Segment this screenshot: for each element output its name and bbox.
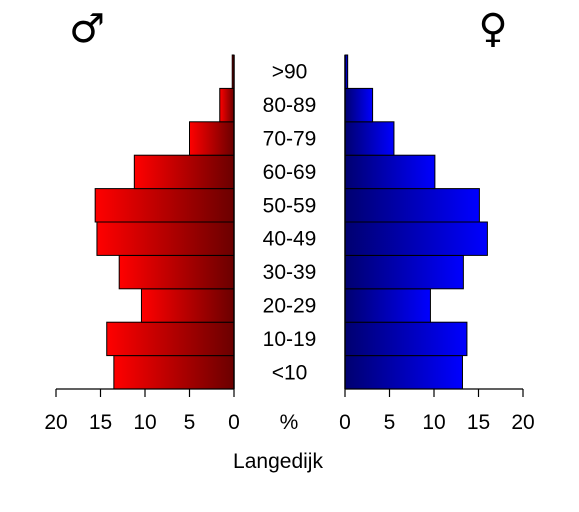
male-bar-40-49 — [96, 221, 235, 256]
male-tick-label-5: 5 — [184, 411, 196, 434]
female-bar-30-39 — [344, 254, 464, 290]
female-tick-label-10: 10 — [422, 411, 445, 434]
female-bar-60-69 — [344, 154, 436, 190]
age-label-lt10: <10 — [272, 361, 308, 384]
male-x-axis: 20 15 10 5 0 — [44, 388, 240, 434]
female-tick-label-20: 20 — [511, 411, 534, 434]
female-bar-70-79 — [344, 121, 395, 156]
male-symbol: ♂ — [69, 6, 105, 52]
male-bar-50-59 — [94, 188, 235, 223]
female-tick-label-15: 15 — [467, 411, 490, 434]
age-label-gt90: >90 — [272, 61, 308, 84]
male-bar-80-89 — [219, 87, 235, 123]
female-bar-50-59 — [344, 188, 480, 223]
male-bar-lt10 — [113, 355, 235, 390]
female-bars — [344, 54, 488, 390]
female-bar-10-19 — [344, 321, 468, 357]
male-tick-label-15: 15 — [89, 411, 112, 434]
male-tick-label-20: 20 — [44, 411, 67, 434]
female-symbol: ♀ — [478, 6, 507, 52]
male-bar-10-19 — [106, 321, 235, 357]
male-bar-20-29 — [140, 288, 235, 323]
male-bars — [94, 54, 235, 390]
female-tick-label-5: 5 — [384, 411, 396, 434]
female-bar-40-49 — [344, 221, 488, 256]
age-label-20-29: 20-29 — [263, 295, 317, 318]
age-label-30-39: 30-39 — [263, 261, 317, 284]
female-bar-20-29 — [344, 288, 431, 323]
percent-unit-label: % — [280, 411, 299, 434]
chart-title: Langedijk — [233, 450, 323, 473]
female-x-axis: 0 5 10 15 20 — [339, 388, 535, 434]
age-label-50-59: 50-59 — [263, 194, 317, 217]
age-label-60-69: 60-69 — [263, 161, 317, 184]
female-bar-80-89 — [344, 87, 374, 123]
male-tick-label-10: 10 — [133, 411, 156, 434]
male-bar-70-79 — [189, 121, 235, 156]
age-label-10-19: 10-19 — [263, 328, 317, 351]
female-bar-lt10 — [344, 355, 463, 390]
age-label-40-49: 40-49 — [263, 228, 317, 251]
male-bar-30-39 — [118, 254, 235, 290]
age-label-80-89: 80-89 — [263, 94, 317, 117]
age-label-70-79: 70-79 — [263, 128, 317, 151]
age-labels: <10 10-19 20-29 30-39 40-49 50-59 60-69 70-79 80… — [263, 61, 317, 385]
male-tick-label-0: 0 — [228, 411, 240, 434]
female-tick-label-0: 0 — [339, 411, 351, 434]
male-bar-60-69 — [133, 154, 235, 190]
